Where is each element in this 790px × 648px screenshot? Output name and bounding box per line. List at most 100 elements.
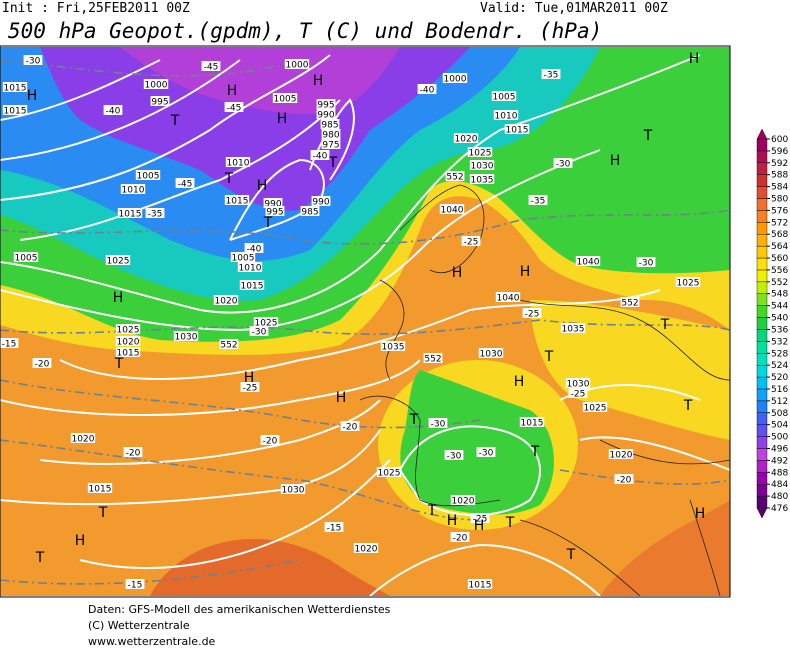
contour-label: 1020 (117, 338, 140, 348)
colorbar-swatch (756, 186, 768, 199)
contour-label: 1040 (497, 294, 520, 304)
low-marker: T (35, 550, 45, 566)
low-marker: T (683, 398, 693, 414)
label-box (469, 174, 495, 184)
contour-label: 1025 (378, 469, 401, 479)
contour-label: -35 (531, 197, 546, 207)
contour-label: -20 (453, 534, 468, 544)
colorbar-swatch (756, 364, 768, 378)
high-marker: H (313, 73, 324, 89)
contour-label: 1010 (227, 159, 250, 169)
contour-label: 1035 (382, 343, 405, 353)
contour-label: 1000 (444, 75, 467, 85)
colorbar-swatch (756, 210, 768, 223)
contour-label: 995 (317, 101, 334, 111)
contour-label: -25 (571, 390, 586, 400)
label-box (145, 208, 165, 218)
label-box (263, 198, 283, 208)
contour-label: 1005 (137, 172, 160, 182)
label-box (272, 93, 298, 103)
contour-label: 1010 (239, 264, 262, 274)
colorbar-label: 580 (771, 195, 788, 205)
contour-label: 1015 (521, 419, 544, 429)
label-box (265, 206, 285, 216)
colorbar-swatch (756, 257, 768, 271)
high-marker: H (257, 178, 268, 194)
contour-label: 980 (322, 131, 339, 141)
low-marker: T (263, 215, 273, 231)
label-box (493, 110, 519, 120)
low-marker: T (643, 128, 653, 144)
colorbar-label: 476 (771, 504, 788, 514)
contour-label: 1015 (241, 282, 264, 292)
high-marker: H (227, 83, 238, 99)
footer-copyright: (C) Wetterzentrale (88, 619, 190, 632)
contour-label: 1015 (89, 485, 112, 495)
label-box (423, 353, 443, 363)
contour-label: 1005 (274, 95, 297, 105)
colorbar-swatch (756, 150, 768, 164)
label-box (553, 158, 573, 168)
colorbar-label: 508 (771, 409, 788, 419)
colorbar-swatch (756, 448, 768, 461)
label-box (582, 402, 608, 412)
label-box (495, 292, 521, 302)
high-marker: H (447, 513, 458, 529)
contour-label: -30 (431, 420, 446, 430)
contour-label: 1040 (441, 206, 464, 216)
colorbar-label: 484 (771, 480, 788, 490)
contour-label: 552 (424, 355, 441, 365)
contour-label: 1015 (506, 126, 529, 136)
colorbar-swatch (756, 376, 768, 390)
init-time: Init : Fri,25FEB2011 00Z (2, 1, 190, 16)
label-box (568, 388, 588, 398)
contour-label: 1035 (562, 325, 585, 335)
label-box (445, 171, 465, 181)
contour-label: 1015 (469, 581, 492, 591)
contour-label: -40 (420, 86, 435, 96)
low-marker: T (409, 412, 419, 428)
label-box (244, 243, 264, 253)
low-marker: T (170, 113, 180, 129)
high-marker: H (75, 533, 86, 549)
label-box (376, 467, 402, 477)
colorbar-label: 520 (771, 373, 788, 383)
colorbar-swatch (756, 424, 768, 437)
colorbar-swatch (756, 341, 768, 354)
colorbar-label: 524 (771, 361, 788, 371)
contour-label: 1015 (226, 197, 249, 207)
contour-label: 1025 (469, 149, 492, 159)
colorbar-swatch (756, 138, 768, 152)
colorbar-swatch (756, 329, 768, 342)
map-frame (0, 45, 731, 598)
colorbar-label: 564 (771, 242, 788, 252)
isobar (0, 54, 730, 596)
contour-label: 1015 (4, 107, 27, 117)
label-box (528, 195, 548, 205)
contour-label: 1030 (480, 350, 503, 360)
contour-label: 552 (446, 173, 463, 183)
label-box (620, 297, 640, 307)
label-box (280, 484, 306, 494)
contour-label: -15 (327, 524, 342, 534)
yellow-band (530, 300, 730, 440)
contour-label: 1020 (72, 435, 95, 445)
contour-label: 1015 (119, 210, 142, 220)
contour-label: 1025 (584, 404, 607, 414)
label-box (316, 99, 336, 109)
colorbar-label: 600 (771, 135, 788, 145)
label-box (32, 358, 52, 368)
colorbar-swatch (756, 162, 768, 175)
label-box (115, 324, 141, 334)
colorbar-label: 552 (771, 278, 788, 288)
label-box (417, 84, 437, 94)
low-marker: T (98, 505, 108, 521)
label-box (143, 79, 169, 89)
label-box (300, 206, 320, 216)
contour-label: 552 (621, 299, 638, 309)
label-box (230, 252, 256, 262)
contour-label: 985 (301, 208, 318, 218)
colorbar-label: 504 (771, 421, 788, 431)
contour-label: -20 (126, 449, 141, 459)
contour-label: 1020 (215, 297, 238, 307)
